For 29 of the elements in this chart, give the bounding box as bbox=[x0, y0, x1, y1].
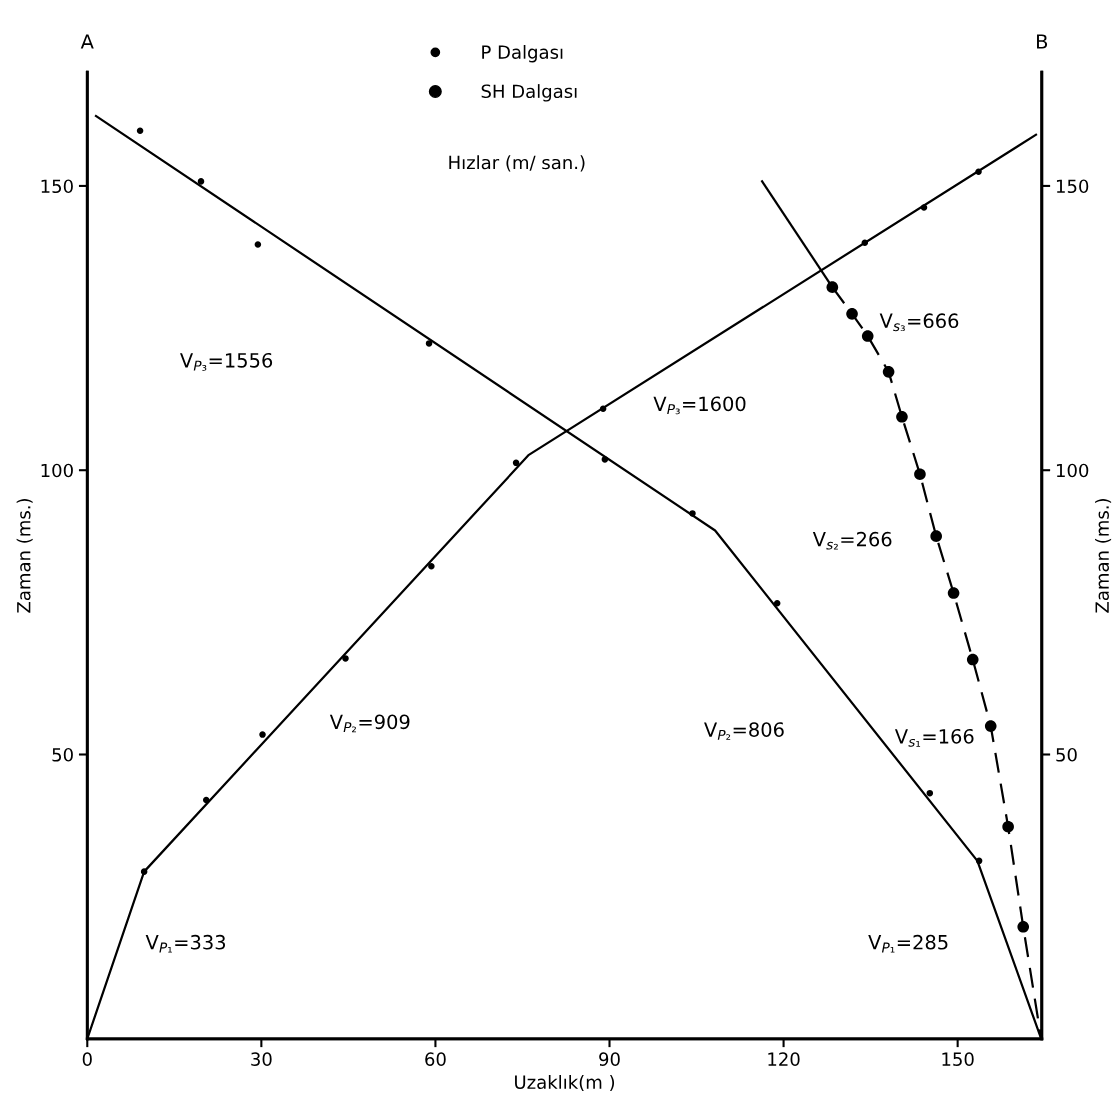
annotation: V$_{s₁}$=166 bbox=[894, 728, 974, 747]
x-tick-label: 60 bbox=[425, 1052, 446, 1066]
x-tick-label: 150 bbox=[942, 1052, 974, 1066]
x-tick-label: 120 bbox=[768, 1052, 800, 1066]
y2-tick-label: 50 bbox=[1056, 747, 1077, 762]
y-tick-label: 150 bbox=[41, 179, 73, 194]
annotation: V$_{P₂}$=909 bbox=[329, 714, 410, 733]
text: A bbox=[80, 34, 94, 49]
annotation: Hızlar (m/ san.) bbox=[449, 155, 585, 172]
annotation: V$_{P₁}$=333 bbox=[145, 934, 226, 953]
x-axis-title: Uzaklık(m ) bbox=[515, 1075, 615, 1092]
annotation: V$_{s₃}$=666 bbox=[879, 313, 959, 332]
annotation: V$_{P₃}$=1600 bbox=[653, 396, 746, 415]
x-tick-label: 90 bbox=[599, 1052, 620, 1066]
annotation: V$_{P₃}$=1556 bbox=[180, 352, 273, 371]
annotation: V$_{P₁}$=285 bbox=[868, 934, 948, 953]
y-tick-label: 100 bbox=[41, 463, 73, 478]
y-tick-label: 50 bbox=[52, 747, 73, 762]
legend-label: SH Dalgası bbox=[481, 84, 577, 102]
legend-label: P Dalgası bbox=[482, 44, 563, 63]
y-axis-title: Zaman (ms.) bbox=[16, 499, 33, 613]
y2-axis-title: Zaman (ms.) bbox=[1095, 499, 1112, 613]
x-tick-label: 30 bbox=[251, 1052, 272, 1066]
x-tick-label: 0 bbox=[82, 1052, 92, 1066]
text: B bbox=[1037, 34, 1048, 49]
annotation: V$_{P₂}$=806 bbox=[704, 722, 784, 740]
y2-tick-label: 150 bbox=[1056, 179, 1089, 194]
annotation: V$_{s₂}$=266 bbox=[812, 531, 892, 550]
y2-tick-label: 100 bbox=[1056, 463, 1089, 478]
